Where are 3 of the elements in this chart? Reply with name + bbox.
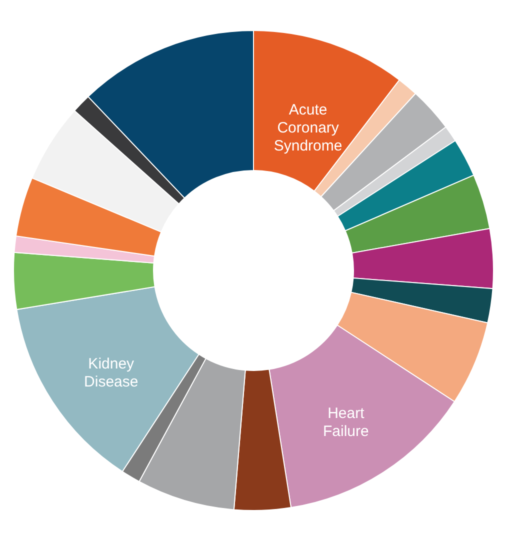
slice-label: Kidney Disease bbox=[84, 355, 138, 390]
slice-label: Heart Failure bbox=[323, 405, 369, 440]
slice-label: Acute Coronary Syndrome bbox=[274, 101, 342, 154]
